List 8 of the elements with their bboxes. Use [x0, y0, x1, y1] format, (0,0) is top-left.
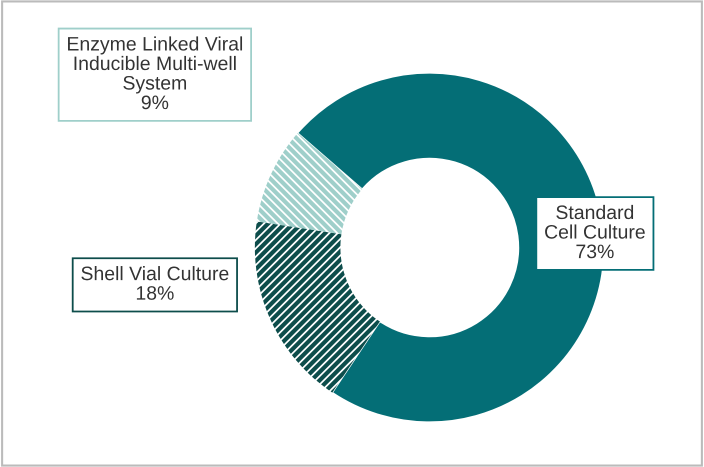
donut-slice: [256, 132, 362, 234]
slice-label: Shell Vial Culture: [81, 266, 228, 280]
slice-label: Enzyme Linked Viral Inducible Multi-well System: [68, 36, 242, 94]
data-label: 73%: [576, 244, 614, 258]
donut-slice: [254, 221, 380, 393]
data-label: 9%: [142, 95, 168, 110]
data-label: 18%: [136, 286, 174, 300]
slice-label: Standard Cell Culture: [545, 204, 645, 239]
